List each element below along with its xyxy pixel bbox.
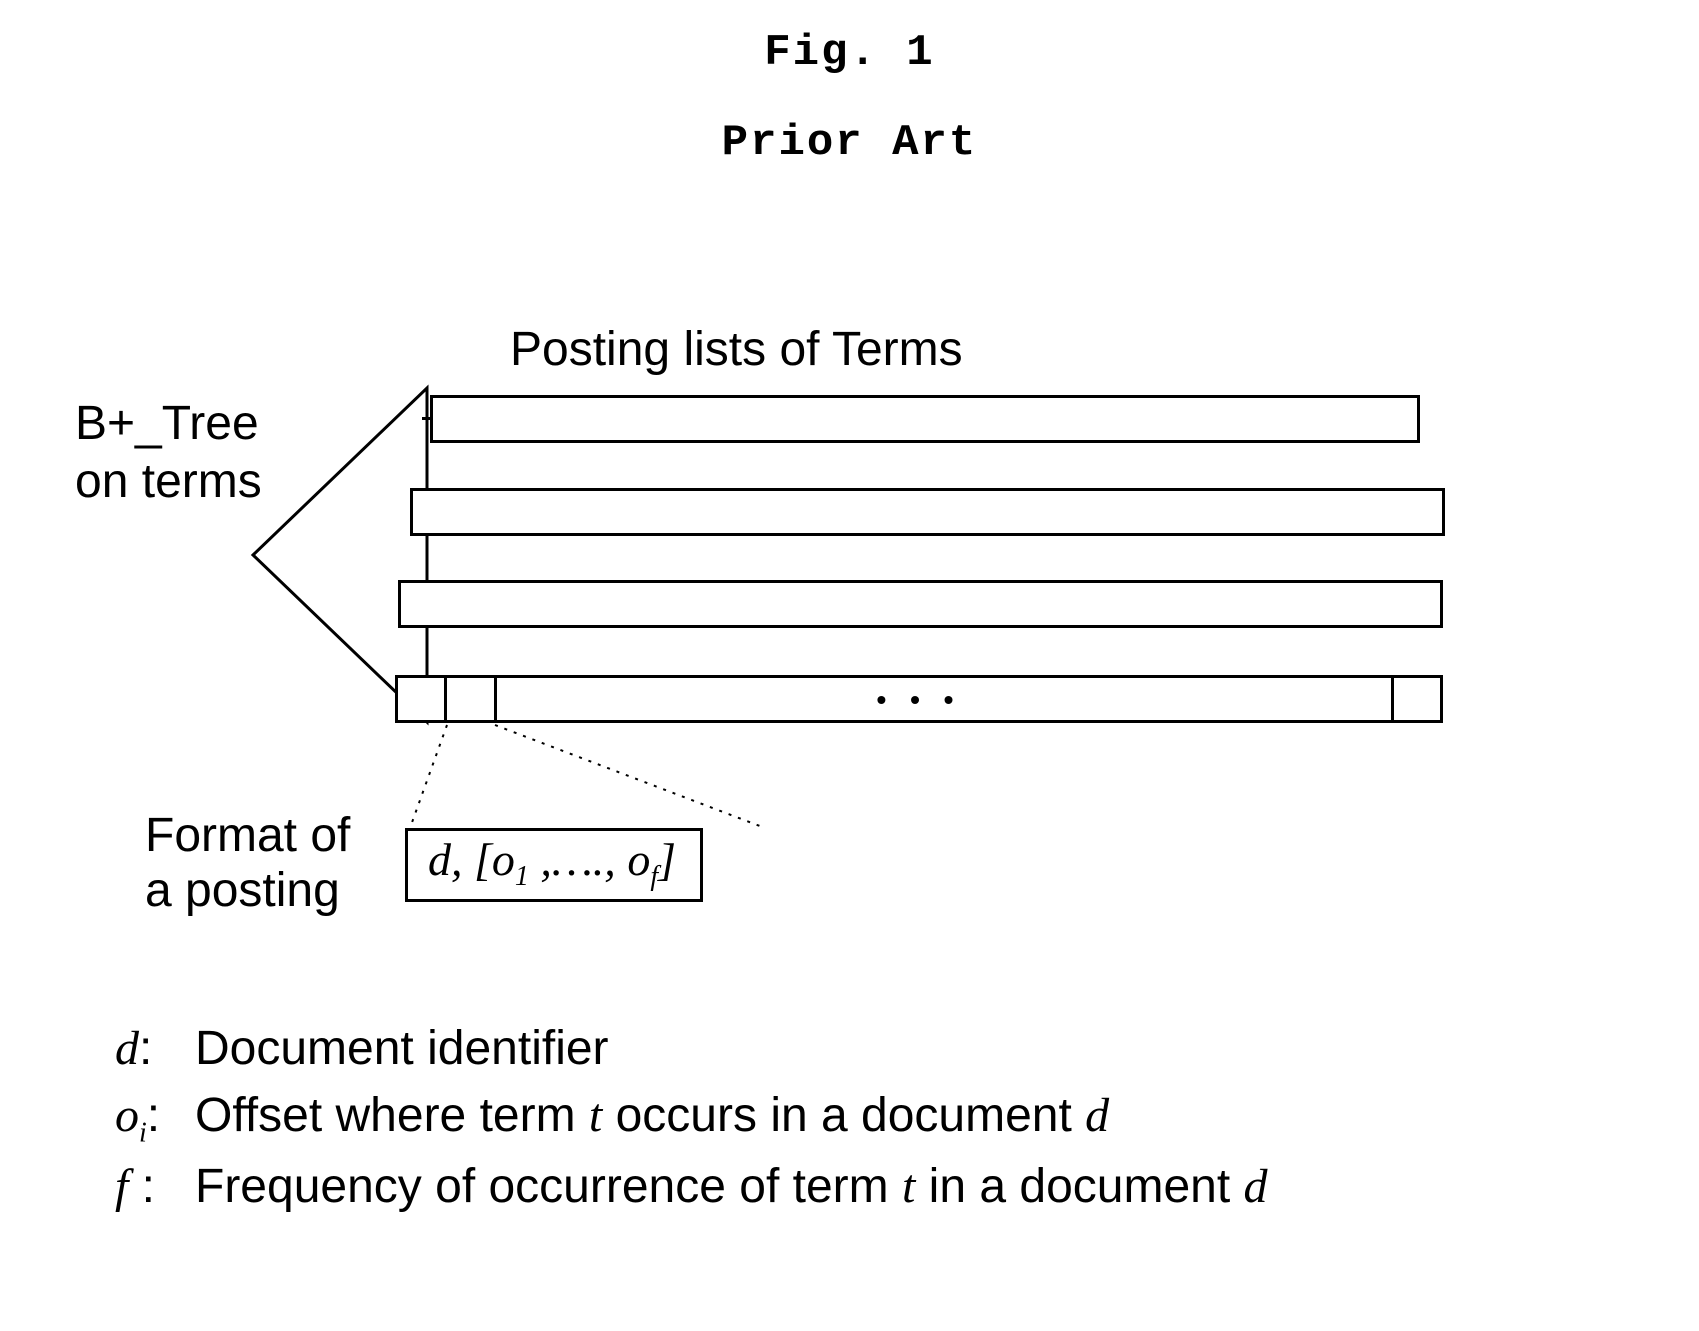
posting-mid: ,…., (529, 834, 627, 885)
posting-of-sub: f (650, 861, 658, 892)
legend-o-symbol: oi: (115, 1082, 195, 1153)
legend-row-o: oi: Offset where term t occurs in a docu… (115, 1082, 1268, 1153)
btree-label-line1: B+_Tree (75, 397, 259, 450)
legend: d: Document identifier oi: Offset where … (115, 1015, 1268, 1220)
posting-of: o (627, 834, 650, 885)
legend-d-symbol: d: (115, 1015, 195, 1082)
legend-f-desc: Frequency of occurrence of term t in a d… (195, 1153, 1268, 1220)
figure-subtitle: Prior Art (0, 118, 1699, 168)
posting-list-bar-2 (410, 488, 1445, 536)
posting-open: , [ (451, 834, 492, 885)
posting-lists-title: Posting lists of Terms (510, 322, 963, 377)
posting-format-box: d, [o1 ,…., of] (405, 828, 703, 902)
legend-o-desc: Offset where term t occurs in a document… (195, 1082, 1109, 1149)
legend-row-d: d: Document identifier (115, 1015, 1268, 1082)
bar4-ellipsis: • • • (398, 684, 1440, 716)
format-label-line2: a posting (145, 864, 340, 917)
legend-d-desc: Document identifier (195, 1015, 609, 1082)
posting-d: d (428, 834, 451, 885)
posting-o1: o (492, 834, 515, 885)
btree-label: B+_Tree on terms (75, 395, 262, 510)
posting-list-bar-4: • • • (395, 675, 1443, 723)
figure-title: Fig. 1 (0, 28, 1699, 78)
posting-list-bar-1 (430, 395, 1420, 443)
legend-row-f: f : Frequency of occurrence of term t in… (115, 1153, 1268, 1220)
format-label-line1: Format of (145, 809, 350, 862)
posting-o1-sub: 1 (515, 861, 529, 892)
posting-list-bar-3 (398, 580, 1443, 628)
format-label: Format of a posting (145, 808, 350, 918)
posting-close: ] (658, 834, 676, 885)
btree-label-line2: on terms (75, 455, 262, 508)
legend-f-symbol: f : (115, 1153, 195, 1220)
